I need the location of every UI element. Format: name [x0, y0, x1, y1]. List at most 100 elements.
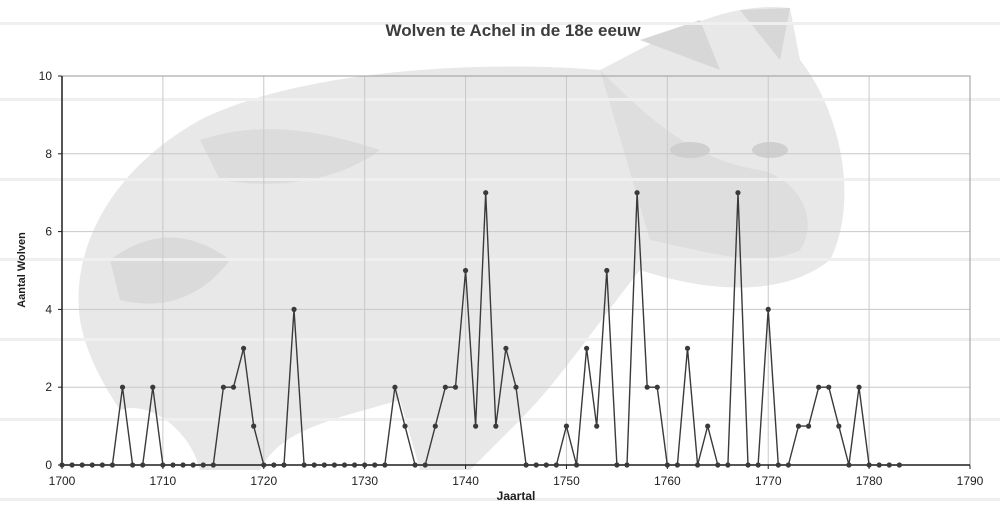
data-point: [301, 462, 307, 468]
data-point: [220, 384, 227, 390]
data-point: [109, 462, 116, 468]
x-tick-label: 1720: [250, 474, 277, 488]
data-point: [351, 462, 358, 468]
data-point: [271, 462, 277, 468]
data-point: [493, 423, 499, 429]
data-point: [442, 384, 448, 390]
data-point: [180, 462, 186, 468]
y-axis-label: Aantal Wolven: [16, 232, 28, 308]
data-point: [130, 462, 136, 468]
data-point: [190, 462, 196, 468]
data-point: [594, 423, 600, 429]
data-point: [503, 345, 509, 351]
data-point: [563, 423, 570, 429]
data-point: [523, 462, 529, 468]
data-point: [462, 267, 469, 274]
data-point: [624, 462, 630, 468]
data-point: [150, 384, 156, 390]
data-point: [99, 462, 105, 468]
data-point: [553, 462, 559, 468]
data-point: [684, 345, 691, 351]
data-point: [402, 423, 408, 429]
data-point: [604, 267, 610, 274]
data-point: [473, 423, 479, 429]
data-point: [89, 462, 95, 468]
y-tick-label: 2: [45, 380, 52, 394]
data-point: [816, 384, 822, 390]
data-point: [59, 462, 65, 468]
background-text-lines: [0, 22, 1000, 501]
x-axis-label: Jaartal: [497, 489, 536, 503]
data-point: [331, 462, 337, 468]
data-point: [795, 423, 802, 429]
data-points: [59, 190, 902, 468]
data-point: [573, 462, 580, 468]
chart-title: Wolven te Achel in de 18e eeuw: [385, 21, 641, 40]
data-point: [533, 462, 539, 468]
x-tick-label: 1770: [755, 474, 782, 488]
data-point: [392, 384, 398, 390]
data-point: [674, 462, 681, 468]
data-point: [422, 462, 428, 468]
data-point: [432, 423, 438, 429]
data-point: [715, 462, 721, 468]
data-point: [210, 462, 216, 468]
data-point: [886, 462, 892, 468]
x-tick-label: 1700: [49, 474, 76, 488]
data-point: [846, 462, 852, 468]
y-tick-label: 4: [45, 302, 52, 316]
data-point: [382, 462, 388, 468]
data-point: [785, 462, 792, 468]
x-tick-label: 1790: [957, 474, 984, 488]
data-point: [160, 462, 166, 468]
data-point: [412, 462, 418, 468]
data-point: [735, 190, 741, 196]
data-point: [644, 384, 650, 390]
data-point: [513, 384, 519, 390]
x-tick-label: 1740: [452, 474, 479, 488]
data-point: [634, 190, 640, 196]
data-point: [614, 462, 620, 468]
data-point: [281, 462, 287, 468]
data-point: [805, 423, 812, 429]
data-point: [584, 345, 590, 351]
data-point: [140, 462, 146, 468]
data-point: [836, 423, 842, 429]
data-point: [200, 462, 206, 468]
data-point: [311, 462, 317, 468]
tick-labels: 1700 1710 1720 1730 1740 1750 1760 1770 1780 1790…: [39, 69, 984, 488]
data-point: [896, 462, 902, 468]
data-point: [543, 462, 549, 468]
data-point: [745, 462, 751, 468]
x-tick-label: 1750: [553, 474, 580, 488]
data-point: [755, 462, 761, 468]
y-tick-label: 6: [45, 225, 52, 239]
x-tick-label: 1730: [351, 474, 378, 488]
data-point: [230, 384, 237, 390]
data-point: [765, 306, 771, 312]
data-point: [321, 462, 327, 468]
x-tick-label: 1780: [856, 474, 883, 488]
x-tick-label: 1760: [654, 474, 681, 488]
y-tick-label: 0: [45, 458, 52, 472]
data-point: [341, 462, 348, 468]
data-point: [170, 462, 176, 468]
data-point: [876, 462, 882, 468]
data-point: [251, 423, 257, 429]
data-point: [856, 384, 862, 390]
data-point: [705, 423, 711, 429]
data-point: [725, 462, 731, 468]
y-tick-label: 10: [39, 69, 53, 83]
background-wolf-illustration: [78, 6, 845, 470]
data-point: [241, 345, 247, 351]
data-point: [69, 462, 75, 468]
x-tick-label: 1710: [150, 474, 177, 488]
data-point: [654, 384, 660, 390]
data-point: [664, 462, 670, 468]
data-point: [695, 462, 701, 468]
data-point: [775, 462, 781, 468]
data-point: [362, 462, 368, 468]
data-point: [372, 462, 378, 468]
data-point: [291, 306, 297, 312]
